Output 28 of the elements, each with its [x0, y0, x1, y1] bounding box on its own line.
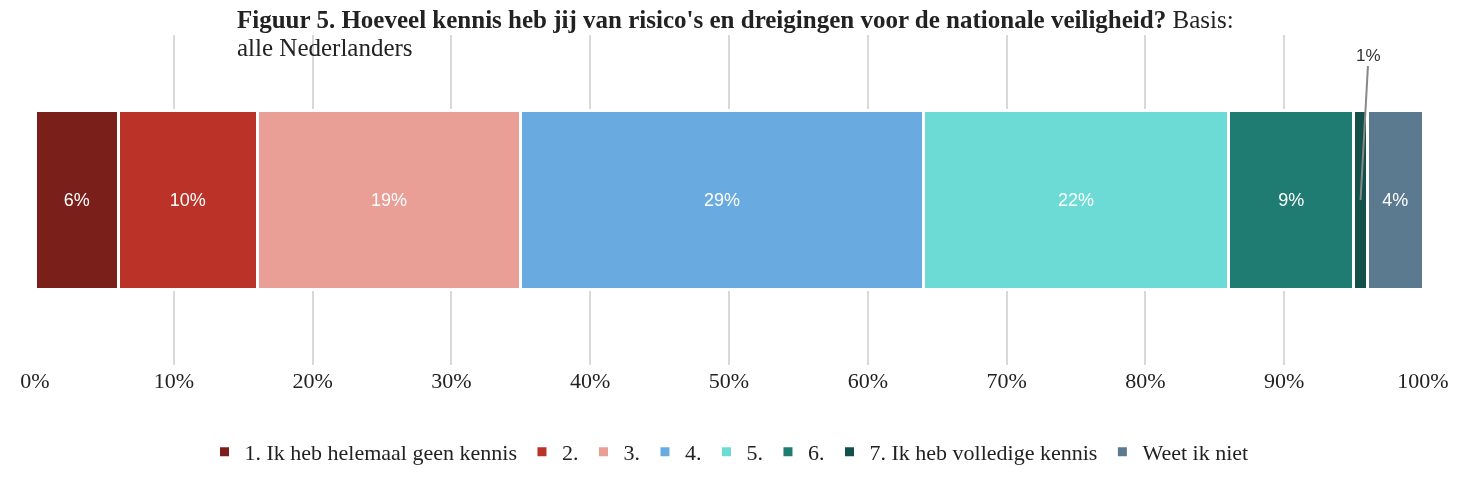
chart-title: Figuur 5. Hoeveel kennis heb jij van risico's en dreigingen voor de nationale veiligheid?	[237, 6, 1167, 33]
x-tick-label: 70%	[986, 368, 1027, 393]
legend-label: 7. Ik heb volledige kennis	[869, 440, 1098, 466]
data-label: 9%	[1278, 190, 1305, 210]
x-tick-label: 10%	[153, 368, 194, 393]
x-tick-label: 30%	[431, 368, 472, 393]
legend-label: 6.	[807, 440, 825, 466]
data-label: 29%	[704, 190, 741, 210]
data-label: 1%	[1356, 46, 1381, 65]
x-tick-label: 60%	[847, 368, 888, 393]
x-tick-label: 100%	[1397, 368, 1449, 393]
x-tick-label: 50%	[708, 368, 750, 393]
x-tick-label: 80%	[1125, 368, 1166, 393]
legend-label: 5.	[746, 440, 763, 466]
data-label: 22%	[1057, 190, 1095, 210]
data-label: 19%	[370, 190, 407, 210]
data-label: 6%	[63, 190, 90, 210]
data-label: 10%	[169, 190, 206, 210]
legend-label: 2.	[561, 440, 579, 466]
legend-label: 3.	[623, 440, 640, 466]
x-tick-label: 0%	[20, 368, 50, 393]
x-tick-label: 40%	[570, 368, 611, 393]
legend-label: Weet ik niet	[1142, 440, 1249, 466]
data-label: 4%	[1382, 190, 1409, 210]
x-tick-label: 20%	[292, 368, 333, 393]
x-tick-label: 90%	[1264, 368, 1305, 393]
legend-label: 1. Ik heb helemaal geen kennis	[244, 440, 517, 466]
legend-label: 4.	[684, 440, 702, 466]
